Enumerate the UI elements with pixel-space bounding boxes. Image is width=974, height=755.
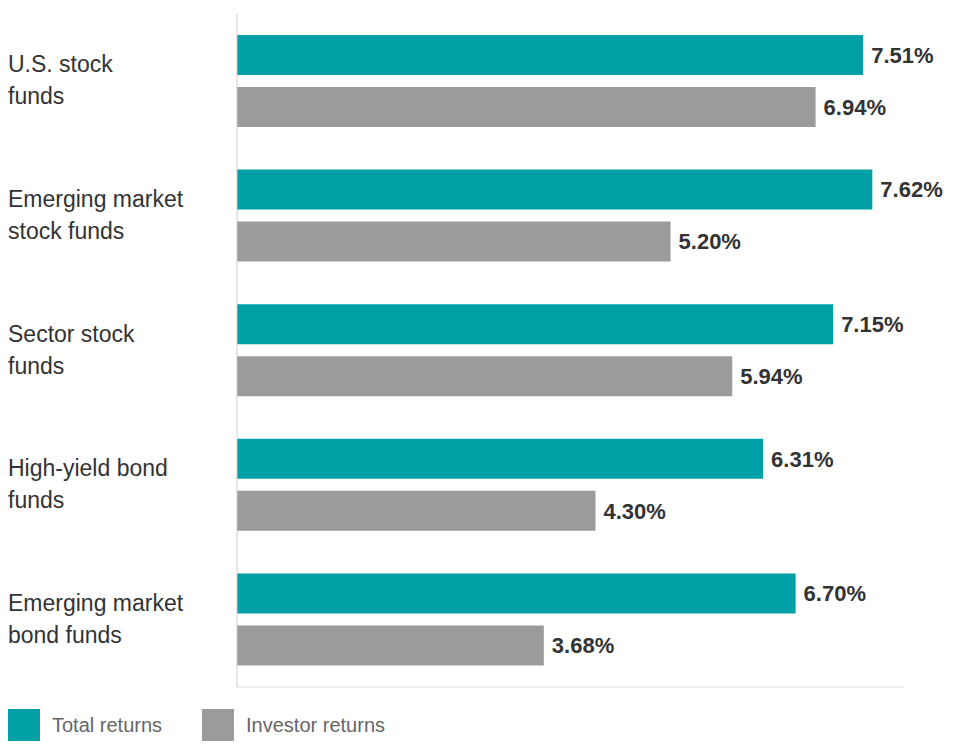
svg-text:7.62%: 7.62% [880, 177, 942, 202]
svg-text:5.94%: 5.94% [740, 364, 802, 389]
svg-text:Sector stockfunds: Sector stockfunds [8, 321, 135, 379]
svg-text:5.20%: 5.20% [679, 229, 741, 254]
svg-text:6.31%: 6.31% [771, 447, 833, 472]
svg-text:6.70%: 6.70% [804, 581, 866, 606]
svg-text:Emerging marketstock funds: Emerging marketstock funds [8, 186, 184, 244]
svg-text:Emerging marketbond funds: Emerging marketbond funds [8, 590, 184, 648]
svg-text:7.15%: 7.15% [841, 312, 903, 337]
svg-text:U.S. stockfunds: U.S. stockfunds [8, 51, 113, 109]
svg-text:7.51%: 7.51% [871, 43, 933, 68]
svg-text:3.68%: 3.68% [552, 633, 614, 658]
html-text:Total returns: Total returns [52, 713, 163, 736]
svg-text:High-yield bondfunds: High-yield bondfunds [8, 455, 168, 513]
html-text:Investor returns: Investor returns [246, 713, 385, 736]
svg-text:4.30%: 4.30% [604, 499, 666, 524]
svg-text:6.94%: 6.94% [824, 95, 886, 120]
